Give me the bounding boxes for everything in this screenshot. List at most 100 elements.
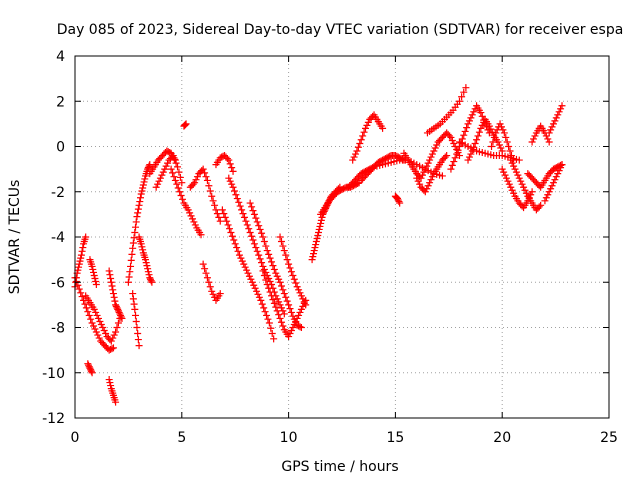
data-point (208, 192, 216, 200)
data-point (228, 164, 236, 172)
data-point (287, 268, 295, 276)
data-point (187, 212, 195, 220)
data-point (246, 199, 254, 207)
data-point (112, 302, 120, 310)
data-point (508, 186, 516, 194)
data-point (317, 216, 325, 224)
data-point (498, 147, 506, 155)
data-point (113, 324, 121, 331)
data-point (296, 289, 304, 297)
data-point (295, 311, 303, 319)
data-point (248, 278, 256, 286)
data-point (361, 124, 369, 132)
data-point (226, 177, 234, 185)
data-point (77, 251, 85, 259)
data-point (260, 304, 268, 312)
data-point (504, 177, 512, 185)
data-point (100, 327, 108, 335)
data-point (129, 295, 137, 303)
data-point (520, 183, 528, 191)
data-point (78, 293, 86, 301)
data-point (226, 160, 234, 168)
data-point (240, 260, 248, 268)
data-point (266, 254, 274, 262)
data-point (289, 324, 297, 331)
data-point (497, 144, 505, 152)
data-point (240, 213, 248, 221)
data-point (297, 292, 305, 300)
data-point (179, 195, 187, 203)
data-point (277, 238, 285, 246)
data-point (190, 218, 198, 226)
data-point (105, 376, 113, 384)
data-point (506, 147, 514, 155)
data-point (233, 244, 241, 252)
data-point (114, 305, 122, 313)
data-point (492, 129, 500, 137)
data-point (95, 334, 103, 342)
data-point (292, 279, 300, 287)
data-point (514, 171, 522, 179)
data-point (221, 213, 229, 221)
data-point (446, 132, 454, 140)
data-point (72, 277, 80, 285)
x-tick-label: 25 (600, 430, 618, 446)
data-point (197, 231, 205, 239)
data-point (257, 296, 265, 304)
data-point (282, 293, 290, 301)
data-point (140, 178, 148, 186)
data-point (134, 330, 142, 338)
data-point (465, 153, 473, 161)
axis-ticks: 0 5 10 15 20 25 -12 -10 -8 -6 -4 -2 0 2 4 (42, 49, 618, 446)
data-point (295, 286, 303, 294)
data-point (235, 198, 243, 206)
data-point (138, 187, 146, 195)
data-point (285, 260, 293, 268)
data-point (263, 311, 271, 319)
x-tick-label: 15 (386, 430, 404, 446)
y-tick-label: 4 (56, 49, 65, 65)
data-point (555, 108, 563, 116)
data-point (515, 156, 523, 164)
data-point (418, 171, 426, 179)
data-point (94, 314, 102, 322)
data-point (287, 308, 295, 316)
data-point (178, 179, 186, 187)
data-point (266, 288, 274, 296)
data-point (260, 238, 268, 246)
data-point (359, 132, 367, 140)
data-point (128, 250, 136, 258)
data-point (113, 304, 121, 312)
data-point (280, 290, 288, 298)
data-point (94, 331, 102, 339)
data-point (139, 184, 147, 192)
data-point (311, 244, 319, 252)
data-point (363, 121, 371, 129)
data-point (270, 299, 278, 307)
y-tick-label: -2 (51, 185, 65, 201)
data-point (272, 303, 280, 311)
data-point (548, 123, 556, 131)
data-point (268, 292, 276, 300)
grid-lines (75, 56, 609, 418)
data-point (248, 232, 256, 240)
data-point (558, 102, 566, 110)
data-point (203, 274, 211, 282)
data-point (82, 233, 90, 241)
data-point (252, 244, 260, 252)
data-point (530, 135, 538, 143)
data-point (110, 331, 118, 339)
data-point (517, 177, 525, 185)
data-point (300, 298, 308, 306)
data-point (547, 126, 555, 134)
data-point (396, 199, 404, 207)
data-point (312, 238, 320, 246)
data-point (276, 233, 284, 241)
data-point (521, 186, 529, 194)
y-axis-label: SDTVAR / TECUs (7, 180, 23, 295)
data-point (262, 242, 270, 250)
data-point (246, 228, 254, 236)
data-point (279, 322, 287, 330)
data-point (134, 336, 142, 344)
data-point (433, 141, 441, 149)
